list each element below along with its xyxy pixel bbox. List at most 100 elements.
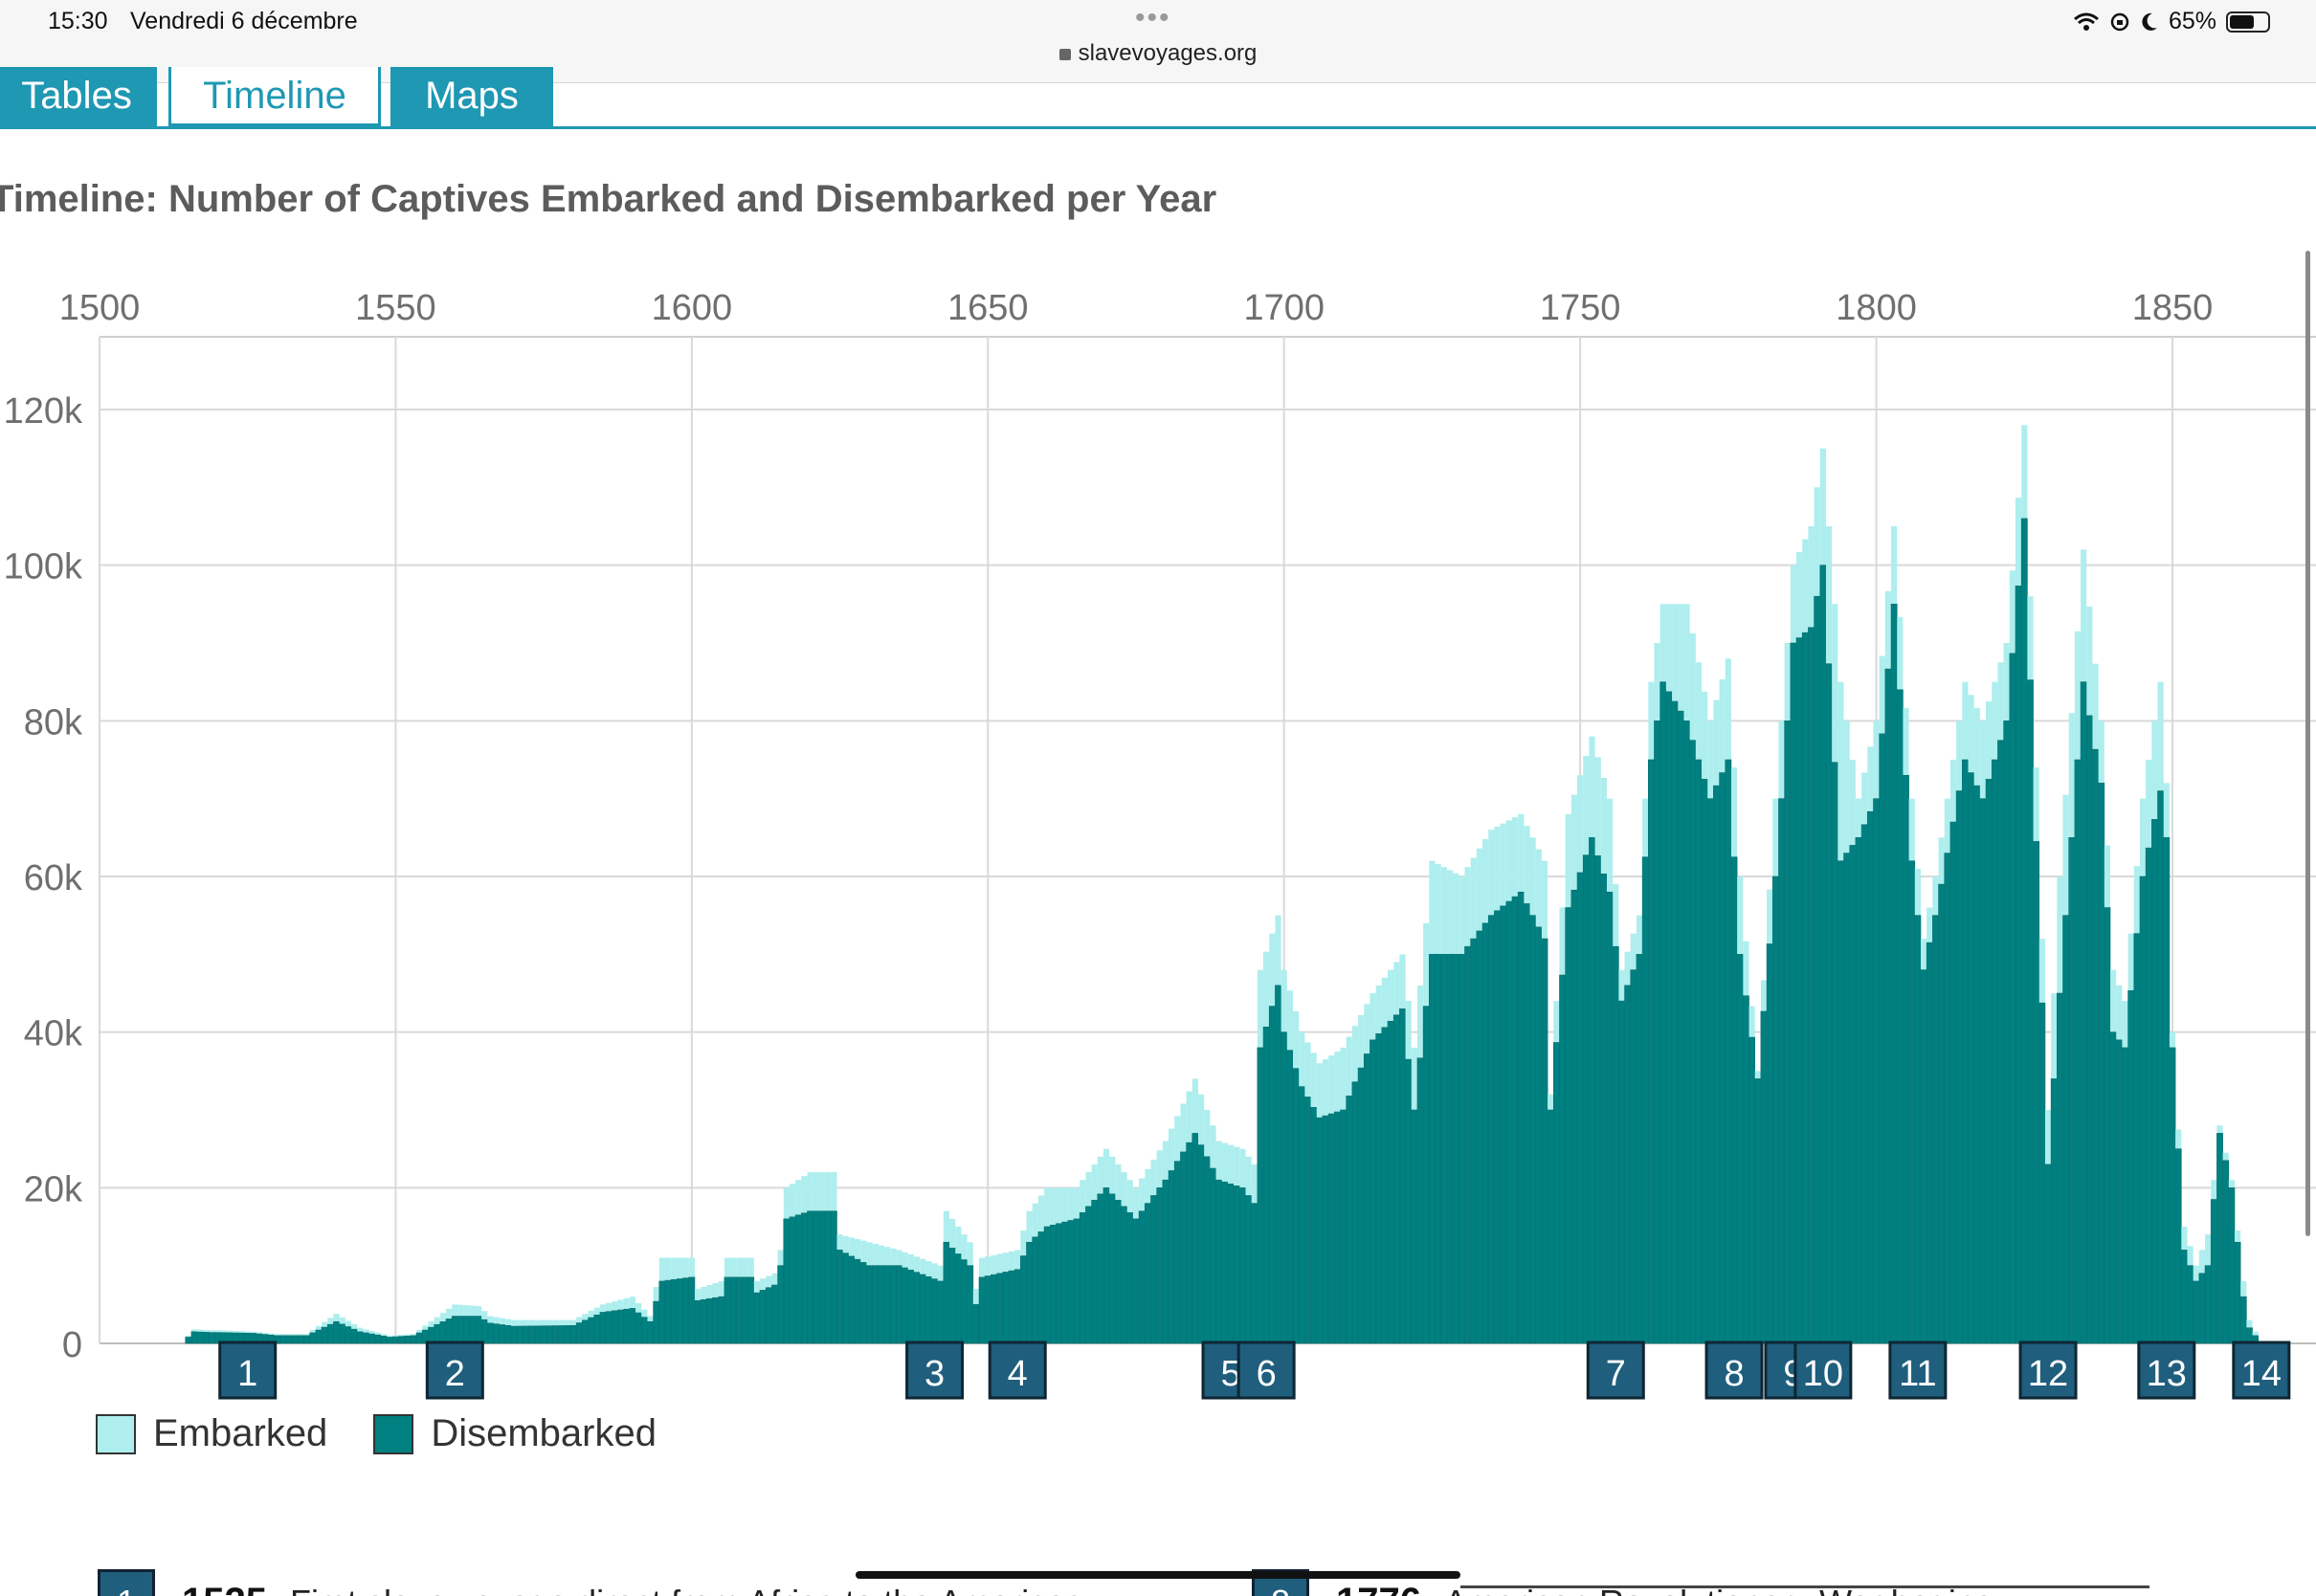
event-marker[interactable]: 11 xyxy=(1888,1341,1948,1400)
disembarked-bar xyxy=(457,1316,464,1344)
disembarked-bar xyxy=(1173,1161,1181,1344)
event-marker[interactable]: 3 xyxy=(905,1341,965,1400)
tab-maps[interactable]: Maps xyxy=(390,67,553,126)
disembarked-bar xyxy=(339,1323,346,1344)
disembarked-bar xyxy=(1061,1221,1069,1344)
tab-tables[interactable]: Tables xyxy=(0,67,157,126)
disembarked-bar xyxy=(2020,518,2028,1344)
event-marker-box xyxy=(218,1341,278,1400)
disembarked-bar xyxy=(718,1296,725,1344)
disembarked-bar xyxy=(1008,1270,1015,1344)
disembarked-bar xyxy=(878,1265,885,1344)
event-marker[interactable]: 7 xyxy=(1586,1341,1645,1400)
event-marker[interactable]: 1 xyxy=(218,1341,278,1400)
disembarked-bar xyxy=(1879,733,1886,1344)
disembarked-bar xyxy=(1505,900,1513,1344)
disembarked-bar xyxy=(2193,1280,2200,1344)
disembarked-bar xyxy=(1665,691,1673,1344)
disembarked-bar xyxy=(1446,954,1454,1344)
disembarked-bar xyxy=(1873,798,1880,1344)
disembarked-bar xyxy=(1582,854,1590,1344)
y-tick-label: 40k xyxy=(24,1014,83,1054)
more-dots-icon[interactable]: ••• xyxy=(1135,2,1171,33)
disembarked-bar xyxy=(1476,930,1483,1344)
disembarked-bar xyxy=(972,1304,980,1344)
disembarked-bar xyxy=(2145,847,2152,1344)
disembarked-bar xyxy=(1197,1144,1205,1344)
disembarked-bar xyxy=(1517,891,1525,1344)
disembarked-bar xyxy=(653,1300,660,1344)
event-marker[interactable]: 8 xyxy=(1704,1341,1764,1400)
event-marker-label: 12 xyxy=(2028,1354,2068,1394)
disembarked-bar xyxy=(2151,819,2158,1344)
disembarked-bar xyxy=(1079,1212,1086,1344)
tab-timeline[interactable]: Timeline xyxy=(168,67,381,126)
disembarked-bar xyxy=(1257,1047,1264,1344)
event-marker[interactable]: 13 xyxy=(2137,1341,2196,1400)
disembarked-bar xyxy=(623,1308,631,1344)
disembarked-bar xyxy=(1565,907,1572,1344)
disembarked-bar xyxy=(629,1308,636,1344)
disembarked-bar xyxy=(1760,1010,1768,1344)
disembarked-bar xyxy=(1600,873,1608,1344)
disembarked-bar xyxy=(664,1279,672,1344)
disembarked-bar xyxy=(1938,883,1946,1344)
disembarked-bar xyxy=(765,1287,772,1344)
address-bar[interactable]: slavevoyages.org xyxy=(0,40,2316,67)
disembarked-bar xyxy=(859,1262,867,1344)
event-item[interactable]: 1 1525 First slave voyage direct from Af… xyxy=(98,1569,1082,1596)
scrollbar[interactable] xyxy=(2305,251,2310,1236)
disembarked-bar xyxy=(2174,1148,2182,1344)
event-marker[interactable]: 6 xyxy=(1236,1341,1296,1400)
disembarked-bar xyxy=(1494,910,1501,1344)
disembarked-bar xyxy=(445,1319,453,1344)
disembarked-bar xyxy=(954,1253,962,1344)
disembarked-bar xyxy=(1991,759,1998,1344)
event-marker[interactable]: 14 xyxy=(2232,1341,2291,1400)
event-marker[interactable]: 12 xyxy=(2018,1341,2078,1400)
disembarked-bar xyxy=(854,1258,861,1344)
event-marker[interactable]: 4 xyxy=(988,1341,1047,1400)
event-marker-label: 8 xyxy=(1724,1354,1744,1394)
x-tick-label: 1600 xyxy=(652,288,733,328)
disembarked-bar xyxy=(398,1336,406,1344)
disembarked-bar xyxy=(1979,798,1987,1344)
disembarked-bar xyxy=(883,1265,891,1344)
disembarked-bar xyxy=(368,1333,376,1344)
event-marker[interactable]: 2 xyxy=(425,1341,484,1400)
disembarked-bar xyxy=(1115,1200,1122,1344)
disembarked-bar xyxy=(1411,1109,1418,1344)
disembarked-bar xyxy=(943,1241,950,1344)
event-marker-box xyxy=(1236,1341,1296,1400)
disembarked-bar xyxy=(1144,1203,1151,1344)
disembarked-bar xyxy=(712,1297,720,1344)
disembarked-bar xyxy=(1085,1206,1092,1344)
disembarked-bar xyxy=(303,1335,310,1344)
disembarked-bar xyxy=(670,1279,678,1344)
disembarked-bar xyxy=(1440,954,1448,1344)
disembarked-bar xyxy=(2104,907,2111,1344)
legend-item-embarked[interactable]: Embarked xyxy=(96,1412,327,1455)
disembarked-bar xyxy=(2163,837,2171,1344)
disembarked-bar xyxy=(1340,1109,1347,1344)
disembarked-bar xyxy=(1316,1117,1324,1344)
disembarked-bar xyxy=(1020,1255,1027,1344)
disembarked-bar xyxy=(1245,1195,1252,1344)
disembarked-bar xyxy=(896,1265,902,1344)
disembarked-bar xyxy=(410,1335,417,1344)
legend-item-disembarked[interactable]: Disembarked xyxy=(373,1412,657,1455)
disembarked-bar xyxy=(1292,1068,1300,1344)
disembarked-bar xyxy=(463,1316,471,1344)
disembarked-bar xyxy=(1743,995,1749,1344)
disembarked-bar xyxy=(2057,992,2063,1344)
disembarked-bar xyxy=(1677,710,1684,1344)
y-tick-label: 20k xyxy=(24,1169,83,1209)
bars xyxy=(185,425,2260,1344)
disembarked-bar xyxy=(1210,1167,1216,1344)
event-marker[interactable]: 10 xyxy=(1793,1341,1853,1400)
disembarked-bar xyxy=(2098,783,2105,1344)
disembarked-bar xyxy=(1641,856,1649,1344)
x-tick-label: 1750 xyxy=(1540,288,1621,328)
battery-percent: 65% xyxy=(2168,8,2216,34)
disembarked-bar xyxy=(1547,1109,1554,1344)
